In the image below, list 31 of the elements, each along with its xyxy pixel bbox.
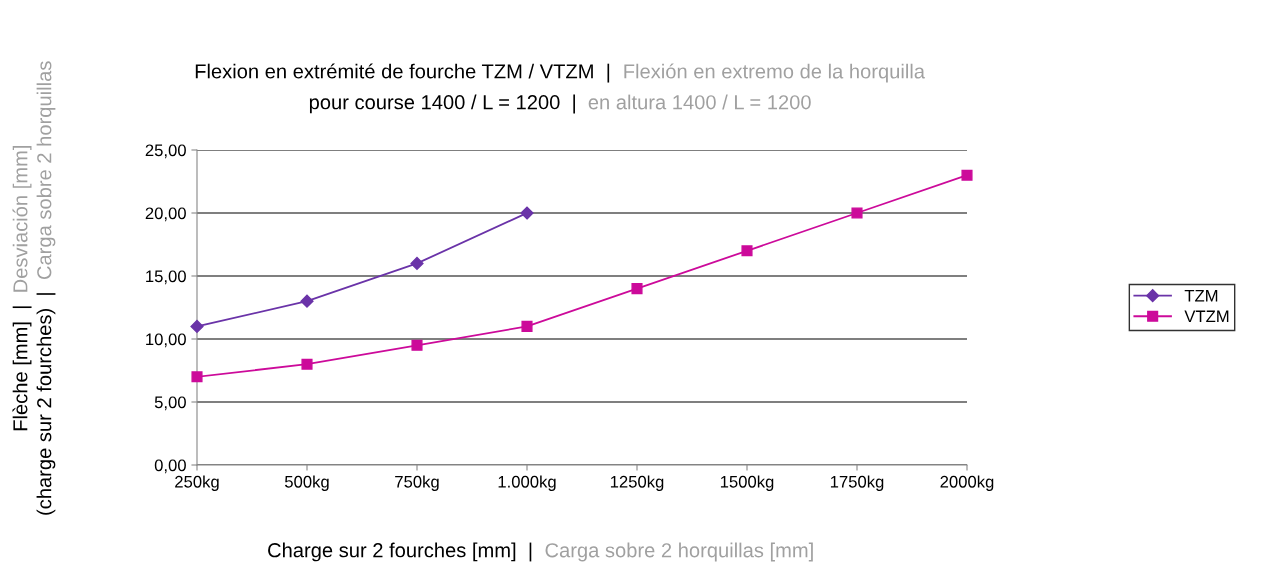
y-tick-label: 25,00	[145, 144, 186, 159]
y-tick-label: 15,00	[146, 270, 186, 285]
point	[301, 358, 313, 370]
x-tick-label: 2000kg	[940, 475, 994, 491]
x-axis-title: Charge sur 2 fourches [mm] | Carga sobre 2 horquillas [mm]	[268, 542, 813, 562]
y-tick-label: 10,00	[146, 333, 186, 348]
x-tick-label: 250kg	[175, 475, 219, 491]
y-tick-label: 0,00	[154, 459, 186, 474]
point	[410, 256, 424, 270]
x-tick-label: 1500kg	[720, 475, 774, 491]
x-tick-label: 1250kg	[610, 475, 664, 491]
point	[961, 169, 973, 181]
legend-label: VTZM	[1184, 310, 1229, 323]
y-tick-label: 20,00	[145, 207, 186, 222]
y-axis-title: Flèche [mm] | Desviación [mm] (charge sur 2 fourches) | Carga sobre 2 horquillas	[12, 61, 56, 515]
point	[191, 371, 203, 383]
point	[190, 319, 204, 333]
point	[631, 283, 643, 295]
point	[300, 294, 314, 308]
point	[520, 206, 534, 220]
x-tick-label: 750kg	[395, 475, 439, 491]
chart-title: Flexion en extrémité de fourche TZM / VTZM | Flexión en extremo de la horquilla pour course 1400 / L = 1200 | en altura 1400 / L = 1200	[195, 63, 925, 114]
x-tick-label: 1.000kg	[498, 475, 556, 491]
point	[741, 245, 753, 257]
point	[411, 339, 423, 351]
x-tick-label: 500kg	[284, 475, 329, 491]
legend-label: TZM	[1184, 290, 1218, 302]
point	[851, 207, 863, 219]
y-tick-label: 5,00	[154, 396, 186, 411]
point	[521, 320, 533, 332]
x-tick-label: 1750kg	[830, 475, 884, 491]
